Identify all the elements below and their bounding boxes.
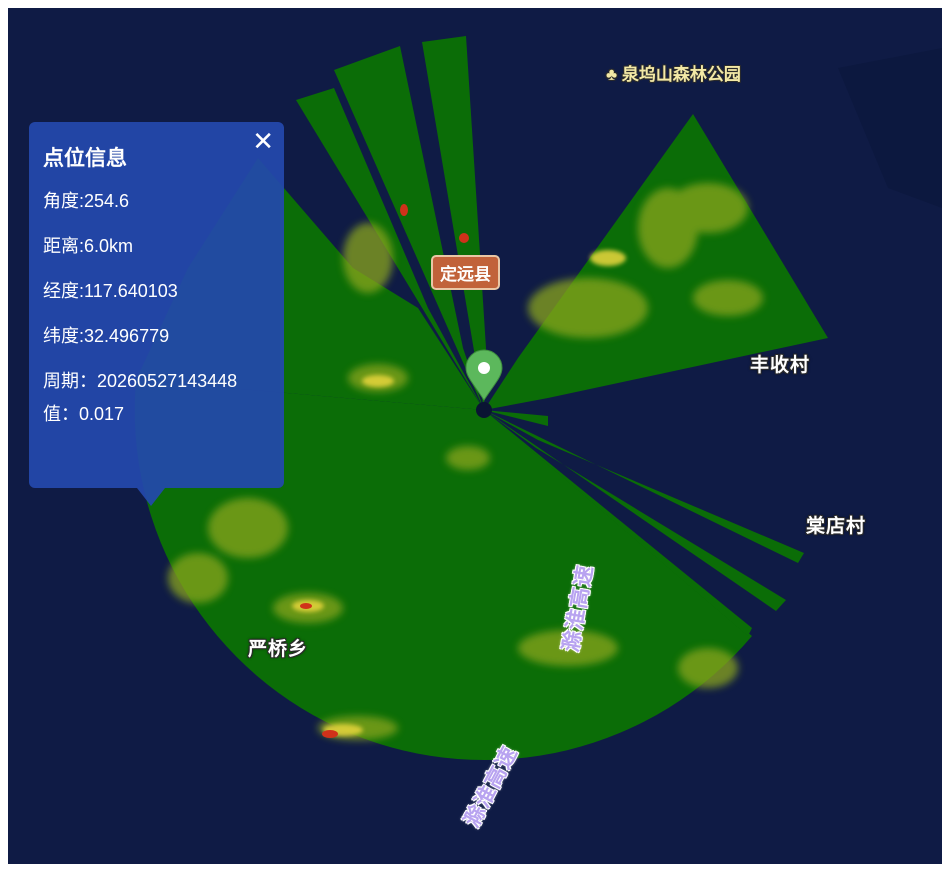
distance-row: 距离:6.0km bbox=[43, 236, 134, 256]
period-row: 周期：20260527143448 bbox=[43, 371, 238, 391]
popup-pointer bbox=[137, 488, 165, 506]
angle-row: 角度:254.6 bbox=[43, 191, 130, 211]
radar-center bbox=[476, 402, 492, 418]
popup-title: 点位信息 bbox=[43, 147, 127, 170]
place-fengshou[interactable]: 丰收村 bbox=[750, 355, 811, 376]
place-yanqiao[interactable]: 严桥乡 bbox=[248, 639, 309, 660]
location-pin-icon[interactable] bbox=[465, 349, 503, 401]
point-info-popup: ✕ 点位信息 角度:254.6 距离:6.0km 经度:117.640103 纬… bbox=[29, 122, 284, 506]
radar-echoes bbox=[168, 183, 763, 740]
poi-forest-park[interactable]: ♣ 泉坞山森林公园 bbox=[606, 60, 741, 85]
longitude-row: 经度:117.640103 bbox=[43, 281, 178, 301]
map-view[interactable]: ♣ 泉坞山森林公园 定远县 丰收村 棠店村 严桥乡 滁淮高速 滁淮高速 ✕ 点位… bbox=[8, 8, 942, 864]
close-icon[interactable]: ✕ bbox=[252, 126, 274, 156]
tree-icon: ♣ bbox=[606, 65, 618, 84]
place-tangdian[interactable]: 棠店村 bbox=[806, 516, 867, 537]
latitude-row: 纬度:32.496779 bbox=[43, 326, 170, 346]
poi-label: 泉坞山森林公园 bbox=[621, 65, 741, 84]
county-badge[interactable]: 定远县 bbox=[431, 255, 500, 290]
value-row: 值：0.017 bbox=[43, 404, 125, 424]
radar-peak-echoes bbox=[300, 204, 469, 738]
